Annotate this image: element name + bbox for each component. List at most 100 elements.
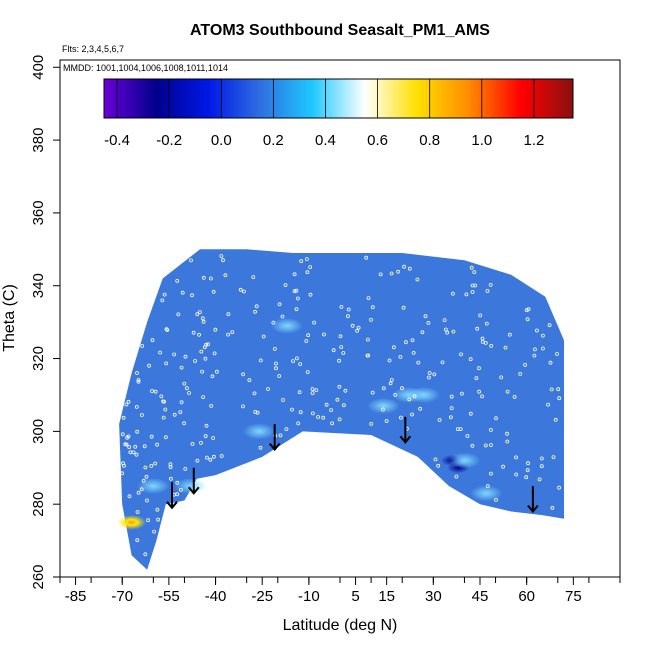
- sample-point: [477, 389, 482, 394]
- sample-point: [485, 484, 490, 489]
- sample-point: [251, 275, 256, 280]
- sample-point: [149, 463, 154, 468]
- sample-point: [343, 388, 348, 393]
- sample-point: [355, 328, 360, 333]
- sample-point: [403, 340, 408, 345]
- sample-point: [211, 436, 216, 440]
- sample-point: [133, 444, 138, 449]
- sample-point: [443, 327, 448, 332]
- sample-point: [437, 418, 442, 422]
- sample-point: [297, 390, 302, 395]
- sample-point: [238, 287, 243, 292]
- sample-point: [160, 298, 165, 303]
- sample-point: [201, 319, 206, 324]
- sample-point: [258, 358, 263, 363]
- sample-point: [477, 366, 481, 371]
- heatmap-field: [117, 249, 564, 570]
- sample-point: [149, 434, 154, 439]
- sample-point: [499, 375, 504, 380]
- sample-point: [281, 398, 285, 402]
- sample-point: [398, 415, 403, 420]
- x-tick-label: -40: [205, 588, 227, 605]
- sample-point: [331, 348, 336, 353]
- arrow-markers: [166, 416, 539, 514]
- colorbar-tick-label: 0.8: [419, 132, 440, 149]
- sample-point: [494, 497, 498, 502]
- sample-point: [330, 421, 335, 426]
- sample-point: [412, 394, 417, 399]
- heatmap-envelope: [119, 249, 564, 570]
- sample-point: [469, 265, 474, 270]
- sample-point: [143, 552, 148, 557]
- sample-point: [478, 313, 483, 318]
- hotspot-9: [470, 485, 503, 502]
- sample-point: [139, 487, 144, 492]
- sample-point: [304, 339, 309, 343]
- sample-point: [211, 454, 216, 459]
- sample-point: [153, 389, 158, 394]
- sample-point: [321, 415, 326, 420]
- sample-point: [140, 344, 145, 348]
- sample-point: [526, 307, 531, 312]
- sample-point: [512, 394, 517, 399]
- sample-point: [120, 432, 125, 437]
- sample-point: [291, 359, 295, 364]
- sample-point: [468, 357, 473, 362]
- sample-point: [155, 507, 160, 512]
- sample-point: [214, 369, 219, 374]
- sample-point: [356, 325, 361, 330]
- y-tick-label: 280: [30, 492, 47, 517]
- sample-point: [305, 370, 310, 375]
- sample-point: [153, 461, 158, 466]
- sample-point: [398, 354, 403, 359]
- sample-point: [201, 275, 206, 280]
- sample-point: [144, 474, 149, 479]
- sample-point: [388, 381, 393, 386]
- sample-point: [176, 312, 181, 317]
- sample-point: [162, 292, 167, 297]
- sample-point: [294, 288, 299, 293]
- sample-point: [539, 464, 544, 469]
- sample-point: [532, 353, 537, 358]
- colorbar-tick-label: 1.2: [523, 132, 544, 149]
- sample-point: [364, 255, 369, 260]
- sample-points: [120, 254, 562, 557]
- y-tick-label: 320: [30, 346, 47, 371]
- sample-point: [387, 358, 392, 363]
- sample-point: [135, 429, 140, 434]
- sample-point: [366, 296, 371, 301]
- y-tick-label: 260: [30, 564, 47, 589]
- sample-point: [410, 412, 415, 417]
- sample-point: [204, 455, 209, 460]
- sample-point: [489, 343, 494, 348]
- sample-point: [465, 434, 470, 438]
- sample-point: [514, 455, 518, 460]
- sample-point: [458, 427, 463, 432]
- sample-point: [121, 415, 126, 420]
- sample-point: [365, 337, 370, 342]
- sample-point: [426, 320, 431, 325]
- hotspot-8: [174, 477, 207, 494]
- sample-point: [418, 406, 423, 411]
- sample-point: [208, 276, 213, 281]
- sample-point: [206, 342, 210, 347]
- sample-point: [306, 333, 311, 338]
- sample-point: [161, 415, 166, 420]
- y-tick-label: 400: [30, 55, 47, 80]
- sample-point: [483, 443, 488, 448]
- sample-point: [524, 475, 529, 480]
- sample-point: [494, 416, 498, 421]
- colorbar-gradient: [103, 78, 574, 119]
- sample-point: [450, 291, 455, 296]
- sample-point: [459, 391, 464, 396]
- sample-point: [143, 465, 148, 470]
- sample-point: [298, 362, 303, 367]
- sample-point: [407, 397, 412, 402]
- sample-point: [346, 307, 351, 312]
- sample-point: [139, 413, 144, 417]
- sample-point: [211, 289, 216, 294]
- sample-point: [150, 389, 154, 393]
- sample-point: [120, 471, 125, 476]
- sample-point: [503, 345, 508, 350]
- sample-point: [488, 427, 493, 432]
